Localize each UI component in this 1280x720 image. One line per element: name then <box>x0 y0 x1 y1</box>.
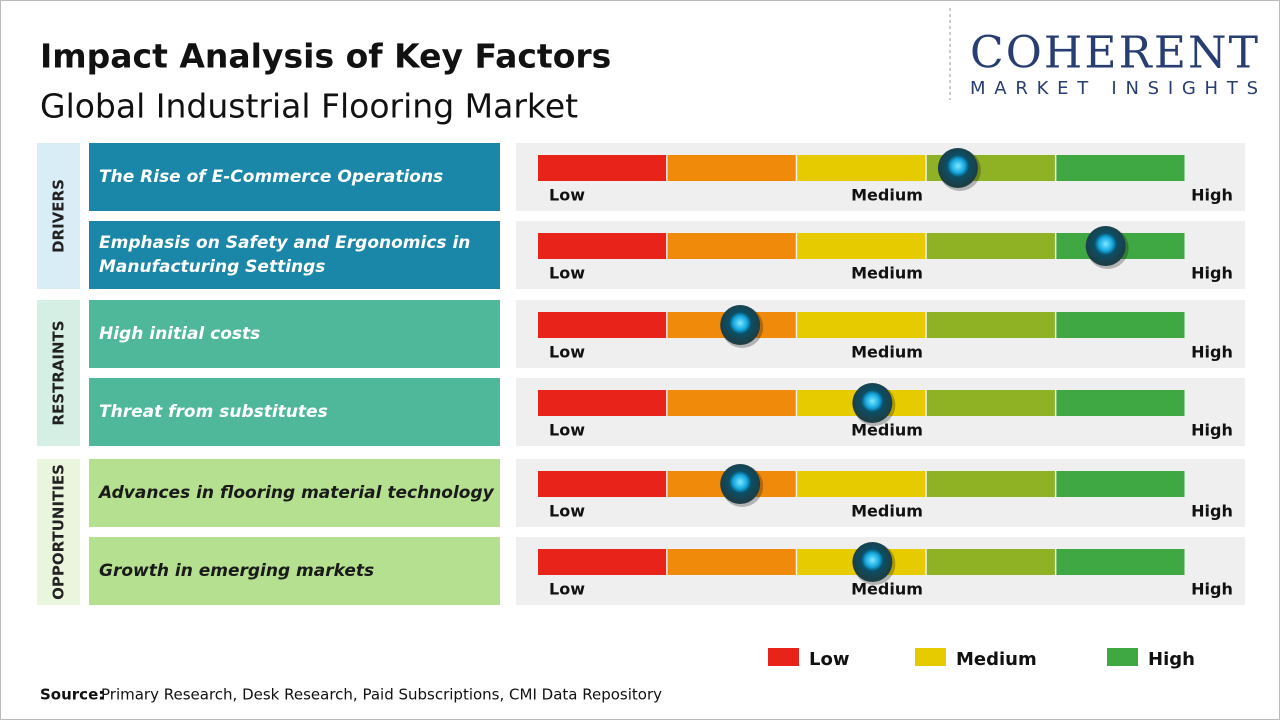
group-side <box>37 459 80 605</box>
gauge-segment <box>926 471 1055 497</box>
gauge-label: Medium <box>851 186 923 205</box>
gauge-segment <box>667 233 796 259</box>
legend-swatch <box>1107 648 1138 666</box>
gauge-label: Low <box>549 186 585 205</box>
subtitle: Global Industrial Flooring Market <box>40 87 578 126</box>
factor-label: Advances in flooring material technology <box>89 459 500 527</box>
factor-label: The Rise of E-Commerce Operations <box>89 143 500 211</box>
group-label: RESTRAINTS <box>50 320 68 425</box>
gauge-segment <box>1056 471 1185 497</box>
factor-label: High initial costs <box>89 300 500 368</box>
title: Impact Analysis of Key Factors <box>40 37 611 76</box>
gauge-segment <box>667 549 796 575</box>
source-label: Source: <box>40 686 104 704</box>
gauge-label: Low <box>549 264 585 283</box>
group-side <box>37 143 80 289</box>
gauge-label: Low <box>549 421 585 440</box>
gauge-label: Low <box>549 343 585 362</box>
gauge-label: High <box>1191 186 1233 205</box>
gauge-segment <box>1056 312 1185 338</box>
legend-swatch <box>768 648 799 666</box>
group-label: DRIVERS <box>50 179 68 253</box>
gauge-label: High <box>1191 421 1233 440</box>
legend-label: Low <box>809 649 849 670</box>
impact-knob <box>720 305 761 345</box>
impact-knob <box>937 148 978 188</box>
group-label: OPPORTUNITIES <box>50 464 68 600</box>
gauge-segment <box>1056 155 1185 181</box>
gauge-segment <box>926 549 1055 575</box>
gauge-segment <box>538 471 667 497</box>
gauge-segment <box>538 312 667 338</box>
factor-label: Threat from substitutes <box>89 378 500 446</box>
logo-name: COHERENT <box>970 28 1258 79</box>
gauge-label: Low <box>549 502 585 521</box>
gauge-segment <box>538 155 667 181</box>
gauge-label: Low <box>549 580 585 599</box>
gauge-label: High <box>1191 343 1233 362</box>
gauge-segment <box>926 233 1055 259</box>
gauge-segment <box>797 155 926 181</box>
gauge-label: Medium <box>851 343 923 362</box>
factor-label: Growth in emerging markets <box>89 537 500 605</box>
gauge-segment <box>667 390 796 416</box>
gauge-segment <box>797 471 926 497</box>
legend-swatch <box>915 648 946 666</box>
gauge-segment <box>926 312 1055 338</box>
gauge-segment <box>538 549 667 575</box>
gauge-label: High <box>1191 264 1233 283</box>
group-side <box>37 300 80 446</box>
gauge-segment <box>797 233 926 259</box>
impact-knob <box>852 542 893 582</box>
gauge-segment <box>797 312 926 338</box>
gauge-segment <box>926 390 1055 416</box>
gauge-label: High <box>1191 580 1233 599</box>
gauge-segment <box>538 390 667 416</box>
gauge-label: Medium <box>851 502 923 521</box>
factor-label: Emphasis on Safety and Ergonomics in Man… <box>89 221 500 289</box>
legend-label: High <box>1148 649 1195 670</box>
source-text: Primary Research, Desk Research, Paid Su… <box>101 686 662 704</box>
impact-knob <box>720 464 761 504</box>
impact-knob <box>852 383 893 423</box>
logo-tagline: MARKET INSIGHTS <box>970 78 1258 99</box>
legend-label: Medium <box>956 649 1037 670</box>
gauge-label: Medium <box>851 264 923 283</box>
gauge-segment <box>1056 549 1185 575</box>
gauge-segment <box>538 233 667 259</box>
gauge-segment <box>1056 390 1185 416</box>
impact-knob <box>1085 226 1126 266</box>
gauge-label: Medium <box>851 421 923 440</box>
gauge-segment <box>667 155 796 181</box>
gauge-label: High <box>1191 502 1233 521</box>
gauge-label: Medium <box>851 580 923 599</box>
